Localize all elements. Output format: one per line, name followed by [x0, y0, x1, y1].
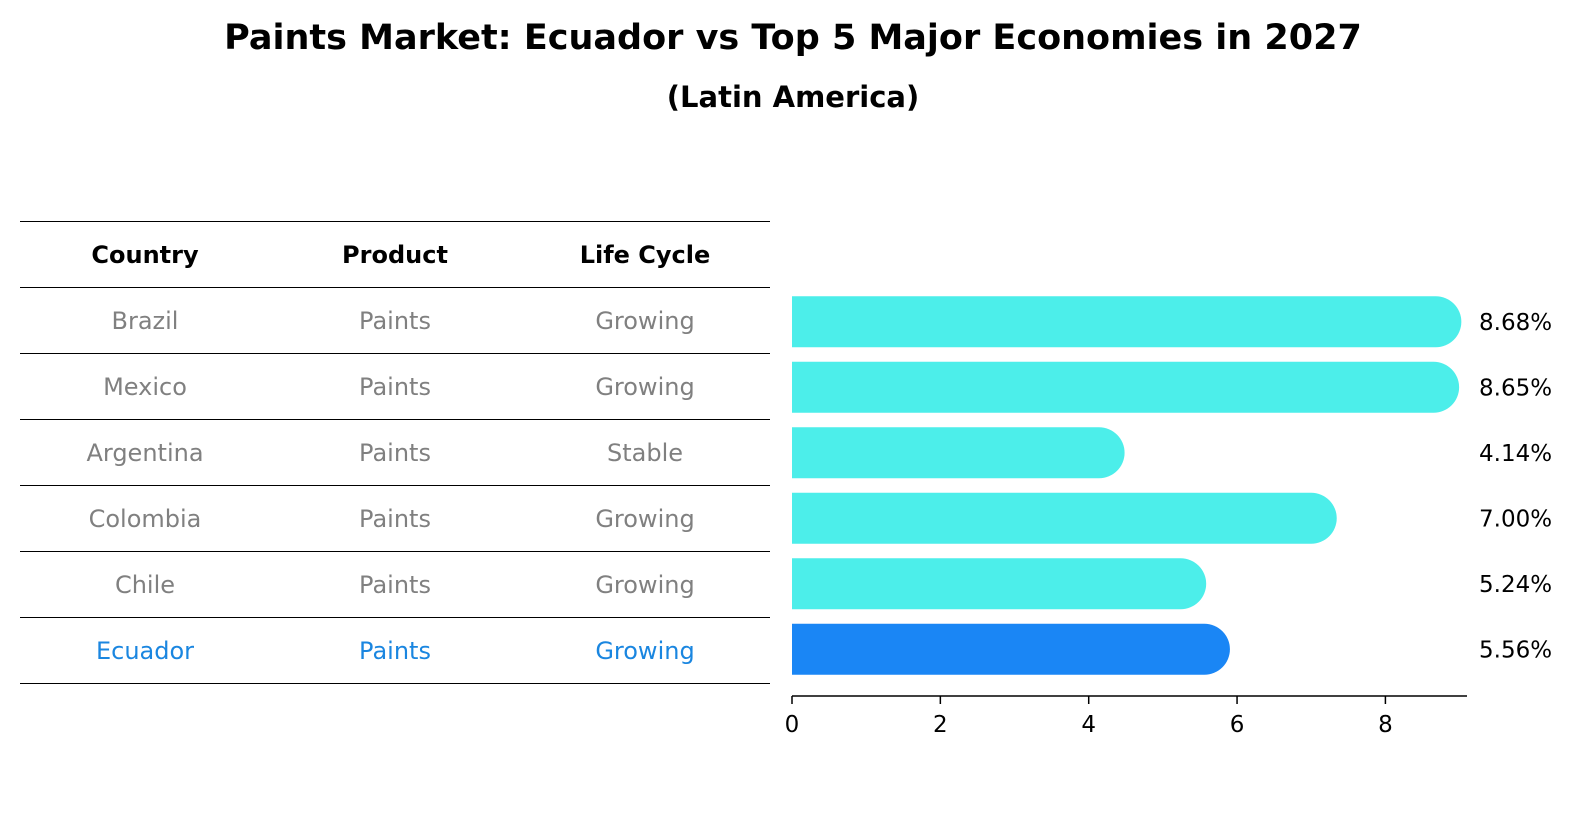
cell-life-cycle: Growing	[595, 570, 695, 599]
header-product: Product	[342, 240, 448, 269]
cell-product: Paints	[359, 438, 431, 467]
data-label-colombia: 7.00%	[1479, 506, 1552, 532]
bar-argentina	[792, 427, 1125, 479]
bar-chile	[792, 558, 1207, 610]
cell-life-cycle: Growing	[595, 636, 695, 665]
header-life-cycle: Life Cycle	[579, 240, 711, 269]
bar-colombia	[792, 492, 1337, 544]
x-tick-label: 2	[933, 712, 948, 738]
data-label-argentina: 4.14%	[1479, 441, 1552, 467]
bar-brazil	[792, 296, 1462, 348]
cell-country: Argentina	[86, 438, 204, 467]
data-label-mexico: 8.65%	[1479, 375, 1552, 401]
cell-product: Paints	[359, 636, 431, 665]
cell-product: Paints	[359, 504, 431, 533]
x-tick-label: 0	[785, 712, 800, 738]
chart-subtitle: (Latin America)	[666, 80, 920, 114]
table-row: Chile Paints Growing	[20, 552, 770, 618]
cell-country: Mexico	[103, 372, 187, 401]
cell-product: Paints	[359, 306, 431, 335]
x-tick-label: 8	[1378, 712, 1393, 738]
bar-mexico	[792, 361, 1460, 413]
cell-life-cycle: Growing	[595, 372, 695, 401]
header-country: Country	[91, 240, 199, 269]
x-tick-label: 4	[1081, 712, 1096, 738]
cell-product: Paints	[359, 372, 431, 401]
table-header-row: Country Product Life Cycle	[20, 222, 770, 288]
cell-country: Chile	[114, 570, 176, 599]
cell-life-cycle: Growing	[595, 306, 695, 335]
table-row: Argentina Paints Stable	[20, 420, 770, 486]
cell-country: Ecuador	[95, 636, 195, 665]
data-label-chile: 5.24%	[1479, 572, 1552, 598]
data-table: Country Product Life Cycle Brazil Paints…	[20, 221, 770, 684]
cell-product: Paints	[359, 570, 431, 599]
cell-country: Colombia	[88, 504, 202, 533]
cell-life-cycle: Growing	[595, 504, 695, 533]
x-tick-label: 6	[1230, 712, 1245, 738]
bar-ecuador	[792, 623, 1230, 675]
data-label-ecuador: 5.56%	[1479, 637, 1552, 663]
chart-title: Paints Market: Ecuador vs Top 5 Major Ec…	[224, 18, 1362, 58]
table-row: Colombia Paints Growing	[20, 486, 770, 552]
table-row-highlight: Ecuador Paints Growing	[20, 618, 770, 684]
data-label-brazil: 8.68%	[1479, 310, 1552, 336]
table-row: Brazil Paints Growing	[20, 288, 770, 354]
cell-life-cycle: Stable	[606, 438, 684, 467]
cell-country: Brazil	[111, 306, 179, 335]
table-row: Mexico Paints Growing	[20, 354, 770, 420]
